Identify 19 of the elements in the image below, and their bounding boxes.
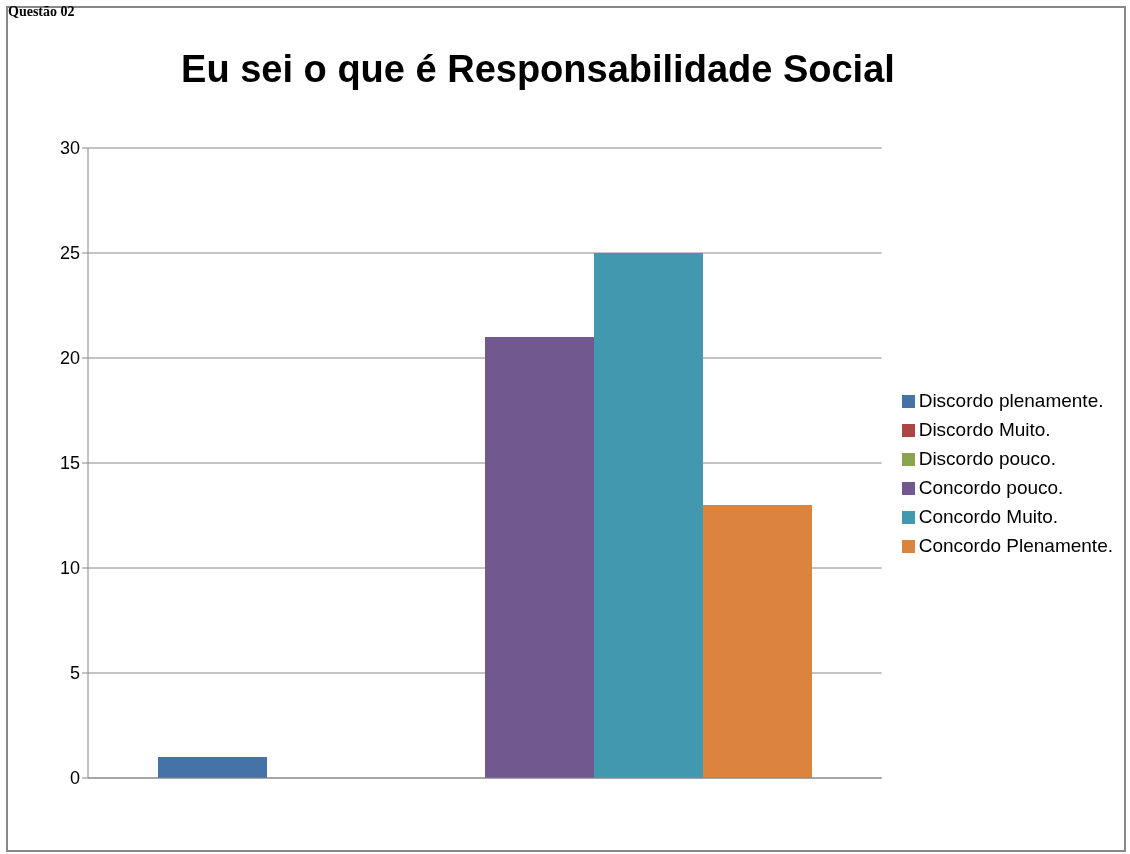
y-tick-label: 20 xyxy=(59,348,80,369)
bar xyxy=(703,505,812,778)
legend-label: Concordo Plenamente. xyxy=(918,535,1113,556)
bar xyxy=(594,253,703,778)
y-tick-label: 30 xyxy=(59,138,80,159)
legend-label: Discordo plenamente. xyxy=(918,390,1104,411)
y-tick-label: 5 xyxy=(69,663,80,684)
y-tick-label: 25 xyxy=(59,243,80,264)
y-tick-label: 0 xyxy=(69,768,80,789)
chart-title: Eu sei o que é Responsabilidade Social xyxy=(180,48,896,91)
legend-label: Discordo pouco. xyxy=(918,448,1056,469)
bar xyxy=(485,337,594,778)
legend-label: Concordo Muito. xyxy=(918,506,1059,527)
y-tick-label: 10 xyxy=(59,558,80,579)
legend-label: Discordo Muito. xyxy=(918,419,1051,440)
bar xyxy=(158,757,267,778)
y-tick-label: 15 xyxy=(59,453,80,474)
text: Questão 02 xyxy=(8,4,75,20)
legend-label: Concordo pouco. xyxy=(918,477,1064,498)
